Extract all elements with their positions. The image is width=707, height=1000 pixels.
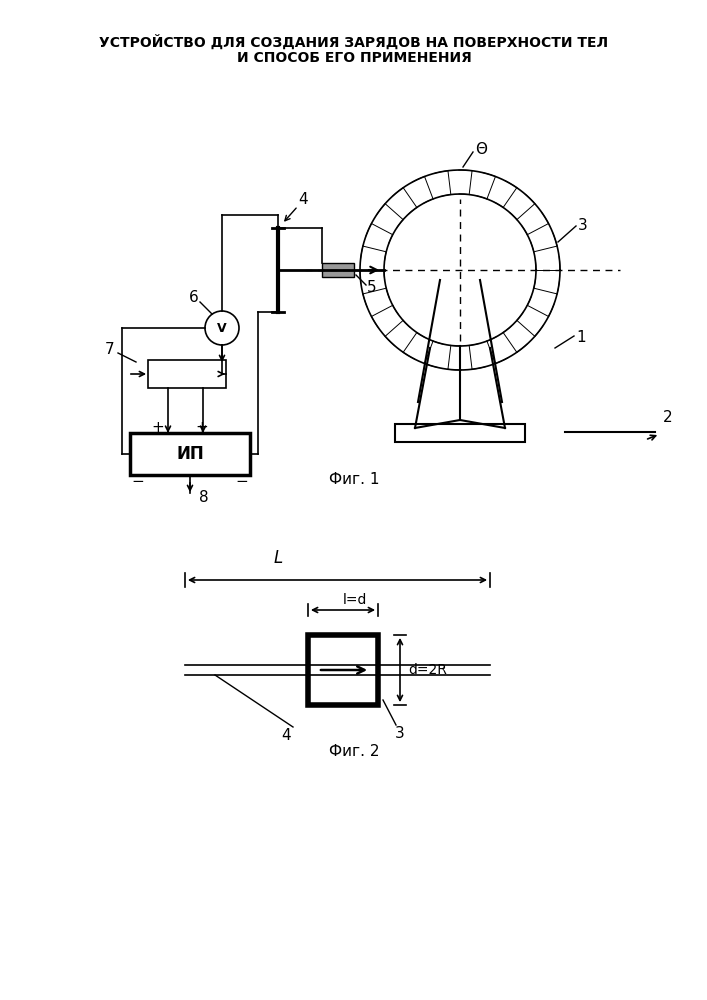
Text: УСТРОЙСТВО ДЛЯ СОЗДАНИЯ ЗАРЯДОВ НА ПОВЕРХНОСТИ ТЕЛ: УСТРОЙСТВО ДЛЯ СОЗДАНИЯ ЗАРЯДОВ НА ПОВЕР… bbox=[100, 34, 609, 50]
Bar bbox=[308, 635, 378, 705]
Text: 7: 7 bbox=[105, 342, 115, 358]
Text: 8: 8 bbox=[199, 489, 209, 504]
Text: d=2R: d=2R bbox=[408, 663, 447, 677]
Bar bbox=[148, 360, 226, 388]
Circle shape bbox=[205, 311, 239, 345]
Bar bbox=[130, 433, 250, 475]
Text: 6: 6 bbox=[189, 290, 199, 306]
Text: 3: 3 bbox=[578, 218, 588, 232]
Text: V: V bbox=[217, 322, 227, 334]
Text: ИП: ИП bbox=[176, 445, 204, 463]
Text: 4: 4 bbox=[281, 728, 291, 742]
Text: 2: 2 bbox=[663, 410, 672, 424]
Text: −: − bbox=[132, 474, 144, 488]
Text: 5: 5 bbox=[367, 280, 377, 296]
Text: 1: 1 bbox=[576, 330, 585, 346]
Bar bbox=[395, 424, 525, 442]
Text: И СПОСОБ ЕГО ПРИМЕНЕНИЯ: И СПОСОБ ЕГО ПРИМЕНЕНИЯ bbox=[237, 51, 472, 65]
Text: l=d: l=d bbox=[343, 593, 367, 607]
Text: +: + bbox=[151, 420, 164, 434]
Text: Θ: Θ bbox=[475, 142, 487, 157]
Text: L: L bbox=[274, 549, 283, 567]
Bar bbox=[322, 263, 354, 277]
Text: 3: 3 bbox=[395, 726, 405, 740]
Text: 4: 4 bbox=[298, 192, 308, 208]
Text: −: − bbox=[235, 474, 248, 488]
Text: Фиг. 1: Фиг. 1 bbox=[329, 473, 379, 488]
Text: Фиг. 2: Фиг. 2 bbox=[329, 744, 379, 760]
Text: +: + bbox=[196, 420, 209, 434]
